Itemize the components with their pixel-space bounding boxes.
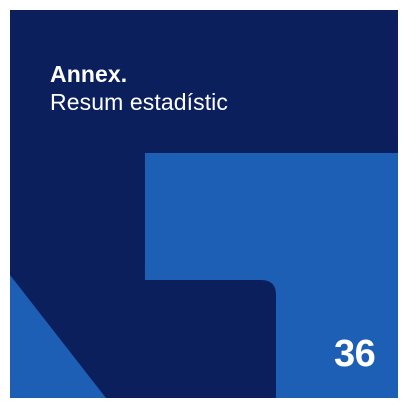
blue-step-block bbox=[145, 153, 398, 398]
bottom-left-blue-wedge bbox=[10, 275, 106, 398]
page-title: Annex. bbox=[50, 61, 128, 87]
cover-background bbox=[10, 10, 398, 398]
cover-tile: Annex. Resum estadístic 36 bbox=[10, 10, 398, 398]
page-subtitle: Resum estadístic bbox=[50, 89, 228, 115]
page-number: 36 bbox=[334, 333, 376, 375]
title-block: Annex. Resum estadístic bbox=[50, 60, 228, 116]
